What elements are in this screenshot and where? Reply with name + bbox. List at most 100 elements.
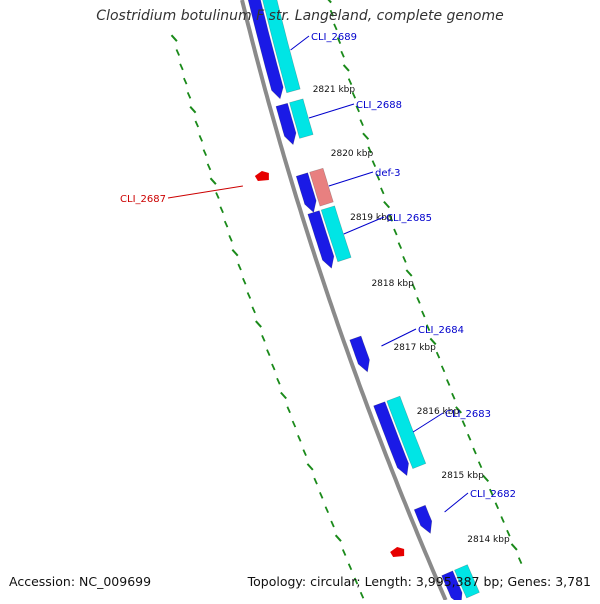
tick-mark [313, 477, 318, 485]
tick-mark [251, 306, 256, 314]
gene-cli-2689-rna [262, 0, 301, 94]
tick-mark [219, 206, 224, 214]
tick-mark [306, 463, 314, 471]
gene-leader-line [290, 35, 310, 51]
gene-leader-line [381, 328, 417, 347]
tick-mark [362, 132, 370, 140]
forward-gene-label: CLI_2682 [470, 489, 516, 500]
gene-leader-line [412, 412, 444, 433]
reverse-gene-label: CLI_2687 [120, 194, 166, 205]
kbp-tick-label: 2814 kbp [467, 535, 510, 545]
gene-leader-line [167, 185, 243, 199]
tick-mark [402, 255, 407, 263]
tick-mark [347, 563, 353, 571]
tick-mark [393, 228, 398, 236]
gene-cli-2689-cds [247, 0, 284, 100]
kbp-tick-label: 2818 kbp [371, 279, 414, 289]
tick-mark [340, 50, 345, 58]
tick-mark [242, 277, 247, 285]
kbp-tick-label: 2821 kbp [313, 85, 356, 95]
tick-mark [237, 263, 242, 271]
tick-mark [429, 337, 437, 346]
forward-gene-label: CLI_2684 [418, 325, 464, 336]
gene-cli-2684-cds [349, 335, 370, 373]
gene-cli-2685-cds [307, 210, 335, 269]
tick-mark [359, 119, 364, 126]
tick-mark [198, 134, 203, 142]
tick-mark [291, 420, 297, 428]
tick-mark [347, 78, 353, 85]
gene-def-3-cds [295, 172, 317, 213]
tick-mark [500, 516, 505, 523]
kbp-tick-label: 2815 kbp [441, 471, 484, 481]
tick-mark [276, 377, 281, 385]
tick-mark [170, 34, 178, 42]
tick-mark [342, 64, 350, 72]
tick-mark [255, 320, 262, 328]
tick-mark [351, 91, 357, 99]
tick-mark [455, 406, 463, 414]
tick-mark [353, 577, 359, 585]
forward-gene-label: CLI_2685 [386, 213, 432, 224]
tick-mark [510, 543, 518, 551]
tick-mark [375, 173, 381, 181]
tick-mark [517, 557, 523, 564]
tick-mark [246, 292, 252, 299]
forward-gene-label: CLI_2683 [445, 409, 491, 420]
forward-gene-label: def-3 [375, 168, 400, 179]
forward-gene-label: CLI_2688 [356, 100, 402, 111]
tick-mark [261, 335, 266, 342]
tick-mark [435, 351, 441, 359]
tick-mark [451, 392, 456, 400]
gene-cli-2688-rna [289, 98, 314, 139]
tick-mark [380, 187, 385, 195]
tick-mark [425, 324, 431, 332]
tick-mark [206, 163, 212, 171]
gene-leader-line [444, 492, 469, 513]
gene-cli-2683-rna [386, 395, 427, 469]
tick-mark [467, 433, 472, 441]
tick-mark [231, 249, 239, 257]
tick-mark [367, 146, 372, 154]
tick-mark [209, 177, 217, 185]
gene-cli-2685-rna [320, 205, 352, 263]
gene-cli-2682-cds [413, 504, 433, 534]
forward-gene-label: CLI_2689 [311, 32, 357, 43]
gene-cli-2688-cds [275, 102, 297, 146]
gene-def-3-rna [309, 167, 334, 207]
tick-mark [266, 349, 271, 357]
tick-mark [421, 310, 426, 318]
tick-mark [355, 105, 360, 113]
tick-mark [489, 488, 494, 496]
gene-reverse-small-shape [390, 547, 405, 557]
gene-leader-line [308, 103, 355, 119]
tick-mark [336, 37, 342, 44]
tick-mark [371, 160, 377, 167]
inner-tick-ring [170, 34, 365, 599]
tick-mark [416, 297, 421, 304]
tick-mark [302, 449, 307, 456]
kbp-tick-label: 2819 kbp [350, 213, 393, 223]
tick-mark [297, 434, 302, 442]
genome-backbone [240, 0, 448, 600]
tick-mark [175, 49, 180, 56]
gene-next-rna [454, 564, 480, 599]
tick-mark [405, 269, 413, 277]
kbp-tick-label: 2817 kbp [393, 343, 436, 353]
tick-mark [388, 214, 394, 222]
outer-tick-ring [327, 0, 523, 564]
tick-mark [330, 520, 335, 528]
tick-mark [319, 492, 324, 499]
tick-mark [397, 242, 403, 250]
tick-mark [472, 447, 477, 455]
gene-cli-2683-cds [373, 401, 409, 477]
tick-mark [186, 92, 192, 99]
tick-mark [194, 120, 199, 128]
gene-leader-line [328, 171, 374, 187]
tick-mark [482, 474, 490, 483]
tick-mark [506, 529, 511, 537]
tick-mark [202, 149, 208, 156]
accession-text: Accession: NC_009699 [9, 574, 152, 589]
